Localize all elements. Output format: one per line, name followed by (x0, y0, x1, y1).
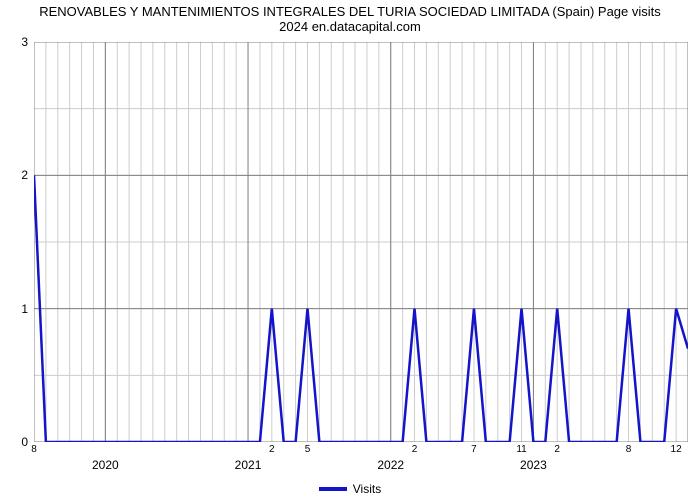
x-major-tick-label: 2022 (377, 458, 404, 472)
x-minor-tick-label: 8 (31, 444, 37, 455)
y-tick-label: 3 (21, 35, 28, 49)
x-minor-tick-label: 7 (471, 444, 477, 455)
y-tick-label: 1 (21, 302, 28, 316)
x-minor-tick-label: 12 (671, 444, 682, 455)
x-minor-tick-label: 11 (516, 444, 526, 455)
x-minor-tick-label: 5 (305, 444, 311, 455)
x-minor-tick-label: 2 (412, 444, 418, 455)
x-minor-tick-label: 8 (626, 444, 632, 455)
y-tick-label: 2 (21, 168, 28, 182)
x-minor-tick-label: 2 (554, 444, 560, 455)
x-major-tick-label: 2020 (92, 458, 119, 472)
chart-container: RENOVABLES Y MANTENIMIENTOS INTEGRALES D… (0, 0, 700, 500)
chart-plot (34, 42, 688, 442)
x-major-tick-label: 2023 (520, 458, 547, 472)
legend-swatch (319, 487, 347, 491)
x-major-tick-label: 2021 (235, 458, 262, 472)
x-minor-tick-label: 2 (269, 444, 275, 455)
legend-label: Visits (353, 482, 381, 496)
chart-title: RENOVABLES Y MANTENIMIENTOS INTEGRALES D… (0, 4, 700, 34)
y-tick-label: 0 (21, 435, 28, 449)
legend: Visits (0, 482, 700, 496)
